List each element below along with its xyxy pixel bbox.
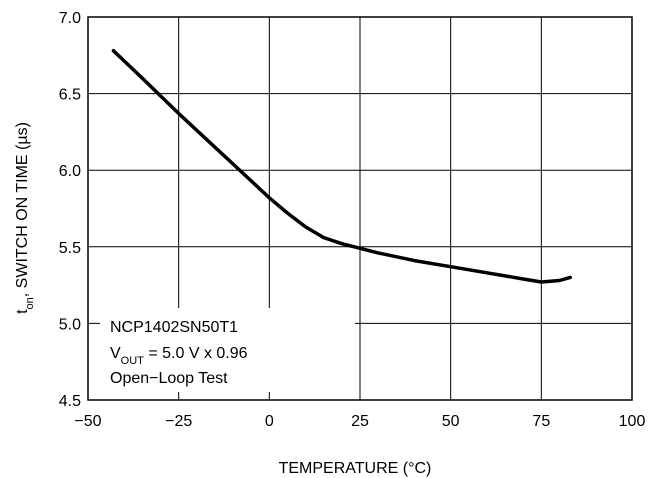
annotation-part-number: NCP1402SN50T1 xyxy=(110,319,238,336)
y-tick-labels: 4.5 5.0 5.5 6.0 6.5 7.0 xyxy=(59,10,81,410)
x-tick-label: 75 xyxy=(532,413,550,430)
x-tick-label: −25 xyxy=(165,413,192,430)
y-tick-label: 6.0 xyxy=(59,163,81,180)
x-tick-label: 100 xyxy=(619,413,646,430)
x-tick-label: 25 xyxy=(351,413,369,430)
y-tick-label: 7.0 xyxy=(59,10,81,27)
annotation-vout: VOUT = 5.0 V x 0.96 xyxy=(110,345,248,367)
x-tick-labels: −50 −25 0 25 50 75 100 xyxy=(74,413,645,430)
y-tick-label: 4.5 xyxy=(59,393,81,410)
y-tick-label: 5.5 xyxy=(59,240,81,257)
y-axis-title: ton, SWITCH ON TIME (µs) xyxy=(14,122,36,314)
series-line xyxy=(111,48,573,284)
y-tick-label: 5.0 xyxy=(59,316,81,333)
x-tick-label: 50 xyxy=(442,413,460,430)
x-tick-label: 0 xyxy=(265,413,274,430)
y-tick-label: 6.5 xyxy=(59,87,81,104)
plot-frame xyxy=(87,16,633,401)
annotation-background xyxy=(100,308,355,392)
x-tick-label: −50 xyxy=(74,413,101,430)
x-axis-title: TEMPERATURE (°C) xyxy=(279,460,432,477)
annotation-test-mode: Open−Loop Test xyxy=(110,370,228,387)
